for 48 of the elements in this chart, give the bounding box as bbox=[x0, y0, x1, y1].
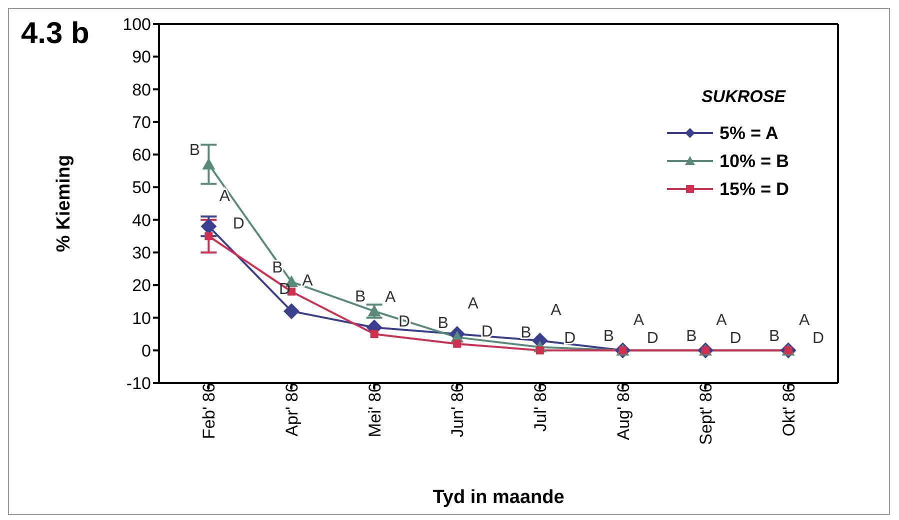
annotation: A bbox=[798, 312, 810, 329]
annotation: D bbox=[646, 330, 658, 347]
x-tick-label: Feb' 86 bbox=[200, 383, 219, 440]
y-tick-label: 90 bbox=[132, 48, 151, 67]
annotation: A bbox=[219, 188, 230, 205]
annotation: B bbox=[686, 328, 697, 345]
annotation: D bbox=[232, 216, 244, 233]
y-tick-label: 20 bbox=[132, 276, 151, 296]
annotation: B bbox=[438, 314, 448, 332]
annotation: D bbox=[812, 330, 824, 347]
y-tick-label: 80 bbox=[132, 80, 151, 100]
annotation: A bbox=[633, 312, 644, 329]
annotation: A bbox=[302, 272, 314, 290]
annotation: A bbox=[468, 296, 479, 313]
annotation: A bbox=[716, 312, 728, 329]
y-axis-title: % Kieming bbox=[54, 154, 75, 252]
point bbox=[200, 218, 217, 234]
legend-label: 15% = D bbox=[719, 178, 789, 200]
annotation: D bbox=[564, 330, 576, 347]
annotation: B bbox=[768, 328, 780, 345]
x-axis-title: Tyd in maande bbox=[432, 487, 564, 508]
y-tick-label: 50 bbox=[132, 178, 151, 198]
point bbox=[202, 158, 216, 170]
point bbox=[370, 330, 378, 338]
y-tick-label: 40 bbox=[132, 210, 151, 230]
y-tick-label: 30 bbox=[132, 243, 151, 262]
y-tick-label: 60 bbox=[132, 146, 151, 165]
legend-title: SUKROSE bbox=[701, 87, 787, 107]
y-tick-label: 100 bbox=[122, 15, 151, 34]
annotation: B bbox=[189, 142, 200, 159]
point bbox=[453, 340, 462, 348]
annotation: B bbox=[354, 288, 366, 306]
point bbox=[283, 303, 300, 320]
legend-label: 10% = B bbox=[719, 150, 789, 172]
annotation: B bbox=[603, 328, 614, 345]
annotation: B bbox=[272, 259, 283, 276]
x-tick-label: Jun' 86 bbox=[448, 383, 468, 438]
point bbox=[204, 232, 213, 240]
annotation: D bbox=[730, 330, 742, 347]
y-tick-label: 70 bbox=[132, 112, 151, 132]
chart-title: 4.3 b bbox=[21, 17, 90, 51]
legend-label: 5% = A bbox=[719, 122, 778, 144]
annotation: B bbox=[520, 324, 532, 342]
y-tick-label: -10 bbox=[126, 374, 151, 394]
y-tick-label: 10 bbox=[132, 308, 151, 328]
y-tick-label: 0 bbox=[142, 341, 151, 360]
annotation: A bbox=[384, 289, 396, 306]
annotation: A bbox=[550, 302, 562, 320]
